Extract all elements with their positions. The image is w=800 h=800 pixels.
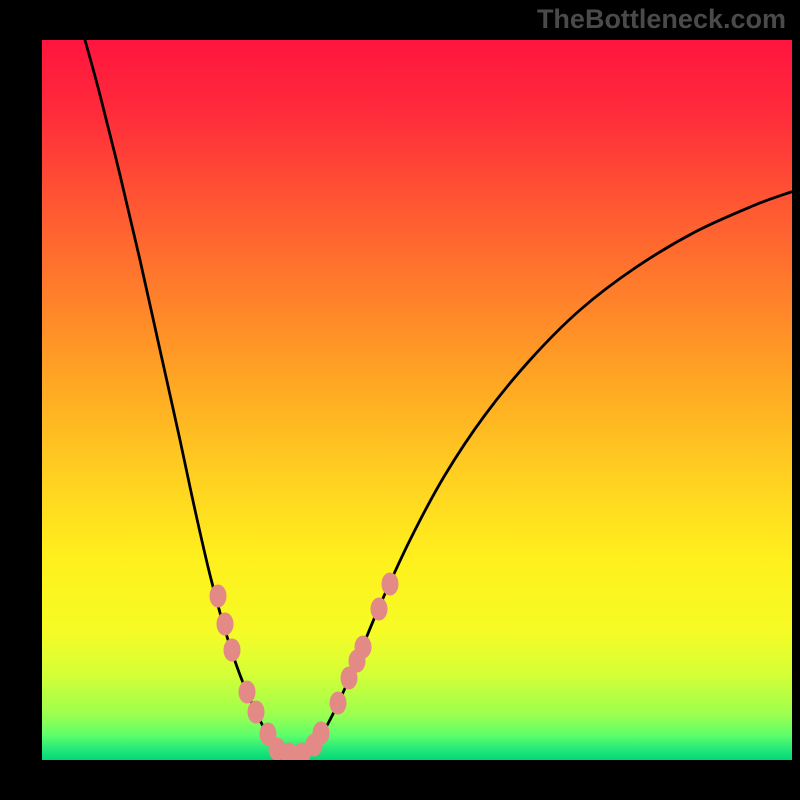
watermark-text: TheBottleneck.com (537, 4, 786, 35)
chart-root: TheBottleneck.com (0, 0, 800, 800)
plot-gradient-area (42, 40, 792, 760)
